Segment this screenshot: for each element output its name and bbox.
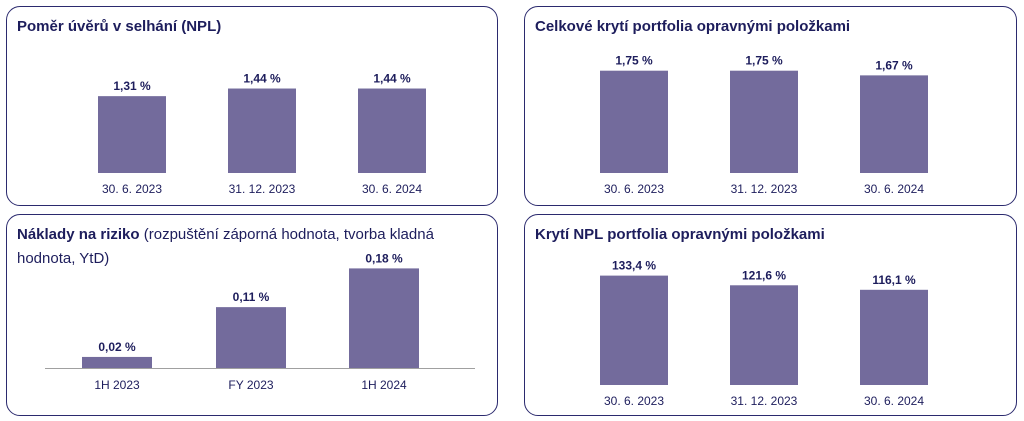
npl-ratio-category-label: 30. 6. 2024 — [362, 182, 422, 196]
npl-ratio-data-label: 1,44 % — [243, 72, 281, 86]
npl-coverage-category-label: 30. 6. 2024 — [864, 394, 924, 408]
total-coverage-bar — [730, 70, 798, 173]
npl-ratio-bar — [358, 88, 426, 173]
npl-ratio-category-label: 31. 12. 2023 — [229, 182, 296, 196]
total-coverage-data-label: 1,67 % — [875, 58, 913, 72]
npl-ratio-title: Poměr úvěrů v selhání (NPL) — [17, 15, 485, 39]
total-coverage-data-label: 1,75 % — [745, 54, 783, 68]
npl-coverage-bar — [600, 275, 668, 385]
npl-coverage-bar — [860, 289, 928, 385]
cost-of-risk-category-label: 1H 2023 — [94, 378, 140, 392]
cost-of-risk-panel: Náklady na riziko (rozpuštění záporná ho… — [6, 214, 498, 416]
cost-of-risk-chart: 0,02 % 1H 2023 0,11 % FY 2023 0,18 % 1H 2024 — [45, 251, 475, 392]
cost-of-risk-data-label: 0,11 % — [233, 290, 270, 304]
total-coverage-bar — [600, 70, 668, 173]
npl-ratio-bar — [98, 96, 166, 173]
npl-coverage-title: Krytí NPL portfolia opravnými položkami — [535, 223, 1004, 247]
npl-coverage-data-label: 133,4 % — [612, 259, 656, 273]
cost-of-risk-title-text: Náklady na riziko — [17, 226, 140, 243]
total-coverage-bar — [860, 75, 928, 173]
npl-coverage-panel: Krytí NPL portfolia opravnými položkami … — [524, 214, 1017, 416]
npl-coverage-bar — [730, 285, 798, 385]
npl-coverage-chart: 133,4 % 30. 6. 2023 121,6 % 31. 12. 2023 116… — [600, 259, 928, 408]
cost-of-risk-data-label: 0,18 % — [365, 251, 403, 265]
npl-ratio-panel: Poměr úvěrů v selhání (NPL) 1,31 % 30. 6.… — [6, 6, 498, 206]
npl-ratio-data-label: 1,44 % — [373, 72, 411, 86]
cost-of-risk-data-label: 0,02 % — [98, 340, 136, 354]
npl-ratio-data-label: 1,31 % — [113, 79, 151, 93]
npl-ratio-category-label: 30. 6. 2023 — [102, 182, 162, 196]
npl-ratio-chart: 1,31 % 30. 6. 2023 1,44 % 31. 12. 2023 1,44 … — [98, 72, 426, 196]
total-coverage-category-label: 31. 12. 2023 — [731, 182, 798, 196]
npl-coverage-category-label: 30. 6. 2023 — [604, 394, 664, 408]
cost-of-risk-subtitle: (rozpuštění záporná hodnota, tvorba klad… — [17, 226, 434, 267]
npl-coverage-category-label: 31. 12. 2023 — [731, 394, 798, 408]
cost-of-risk-bar — [349, 268, 419, 368]
total-coverage-panel: Celkové krytí portfolia opravnými položk… — [524, 6, 1017, 206]
cost-of-risk-category-label: 1H 2024 — [361, 378, 407, 392]
cost-of-risk-bar — [82, 356, 152, 368]
total-coverage-chart: 1,75 % 30. 6. 2023 1,75 % 31. 12. 2023 1,67 … — [600, 54, 928, 196]
total-coverage-data-label: 1,75 % — [615, 54, 653, 68]
total-coverage-category-label: 30. 6. 2023 — [604, 182, 664, 196]
cost-of-risk-title: Náklady na riziko (rozpuštění záporná ho… — [17, 223, 485, 271]
total-coverage-title: Celkové krytí portfolia opravnými položk… — [535, 15, 1004, 39]
cost-of-risk-bar — [216, 307, 286, 368]
npl-coverage-data-label: 116,1 % — [872, 273, 916, 287]
npl-coverage-title-text: Krytí NPL portfolia opravnými položkami — [535, 226, 825, 243]
npl-ratio-title-text: Poměr úvěrů v selhání (NPL) — [17, 18, 222, 35]
total-coverage-title-text: Celkové krytí portfolia opravnými položk… — [535, 18, 851, 35]
total-coverage-category-label: 30. 6. 2024 — [864, 182, 924, 196]
npl-coverage-data-label: 121,6 % — [742, 268, 786, 282]
npl-ratio-bar — [228, 88, 296, 173]
cost-of-risk-category-label: FY 2023 — [228, 378, 273, 392]
